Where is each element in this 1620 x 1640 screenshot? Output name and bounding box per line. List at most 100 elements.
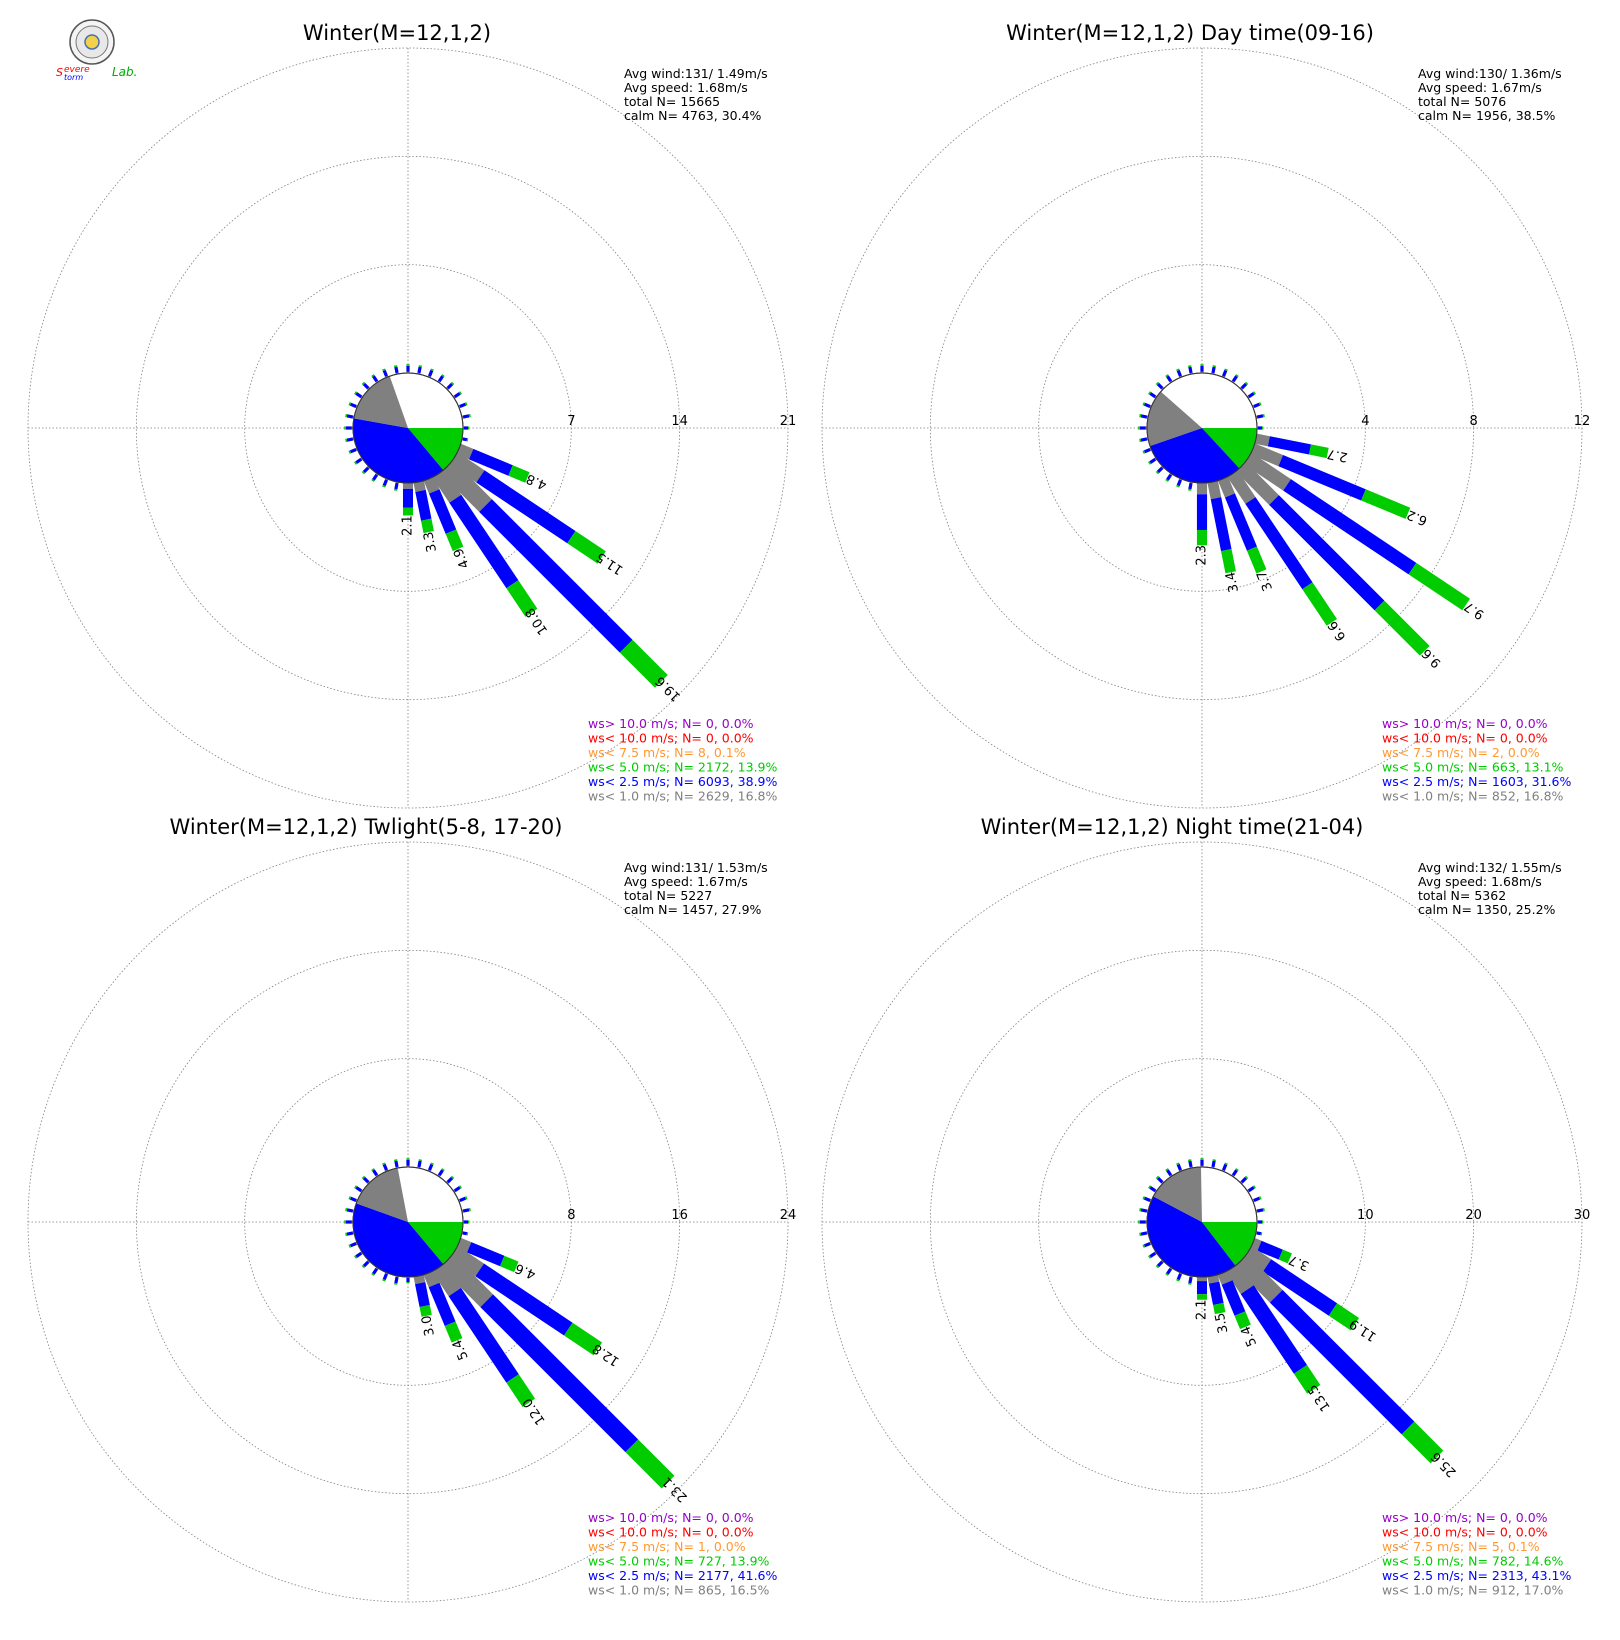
- legend-entry: ws< 5.0 m/s; N= 727, 13.9%: [588, 1554, 770, 1569]
- bar-segment: [468, 1220, 470, 1224]
- bar-segment: [1161, 1259, 1165, 1263]
- bar-segment: [348, 1196, 352, 1200]
- bar-segment: [362, 1260, 370, 1268]
- direction-bar-label: 6.2: [1405, 506, 1430, 528]
- bar-segment: [346, 437, 354, 442]
- bar-segment: [1187, 488, 1192, 491]
- bar-segment: [462, 1208, 470, 1213]
- bar-segment: [1236, 462, 1279, 505]
- bar-segment: [445, 1181, 449, 1185]
- minor-direction-bar: [1139, 1207, 1149, 1213]
- legend-entry: ws< 1.0 m/s; N= 852, 16.8%: [1382, 789, 1564, 804]
- pie-slice-ws-lt25: [1150, 428, 1240, 484]
- bar-segment: [1260, 1232, 1263, 1236]
- bar-segment: [1247, 392, 1255, 399]
- pie-slice-ws-lt5: [1202, 1222, 1257, 1266]
- bar-segment: [418, 1159, 423, 1162]
- bar-segment: [1247, 1186, 1255, 1193]
- minor-direction-bar: [1139, 437, 1149, 443]
- bar-segment: [1239, 387, 1243, 391]
- bar-segment: [1140, 437, 1148, 442]
- bar-segment: [372, 1267, 379, 1275]
- direction-bar: [1196, 483, 1208, 546]
- direction-bar-label: 3.4: [1223, 570, 1242, 593]
- minor-direction-bar: [1142, 402, 1152, 409]
- bar-segment: [1176, 479, 1182, 487]
- direction-bar: [449, 452, 606, 564]
- bar-segment: [1240, 1285, 1308, 1374]
- bar-segment: [372, 375, 379, 383]
- bar-segment: [362, 382, 370, 390]
- ring-label: 8: [567, 1208, 575, 1223]
- minor-direction-bar: [1187, 365, 1193, 375]
- direction-bar: [440, 1254, 675, 1489]
- ring-label: 24: [780, 1208, 797, 1223]
- minor-direction-bar: [345, 1207, 355, 1213]
- bar-segment: [428, 1282, 456, 1326]
- bar-segment: [393, 365, 398, 368]
- bar-segment: [619, 639, 668, 688]
- bar-segment: [1240, 1176, 1248, 1184]
- bar-segment: [1200, 365, 1204, 372]
- bar-segment: [449, 494, 519, 589]
- speed-legend: ws> 10.0 m/s; N= 0, 0.0%ws< 10.0 m/s; N=…: [588, 716, 778, 804]
- bar-segment: [1148, 391, 1152, 395]
- minor-direction-bar: [1142, 1241, 1152, 1248]
- bar-segment: [1217, 1270, 1233, 1285]
- minor-direction-bar: [1187, 1159, 1193, 1169]
- bar-segment: [1253, 402, 1261, 408]
- minor-direction-bar: [1176, 1272, 1183, 1282]
- speed-legend: ws> 10.0 m/s; N= 0, 0.0%ws< 10.0 m/s; N=…: [588, 1510, 778, 1598]
- minor-direction-bar: [1255, 413, 1265, 419]
- bar-segment: [1213, 1302, 1226, 1315]
- minor-direction-bar: [1138, 426, 1147, 430]
- ring-label: 21: [780, 414, 797, 429]
- logo-letter-s: S: [56, 66, 63, 79]
- bar-segment: [1166, 1169, 1173, 1177]
- minor-direction-bar: [382, 368, 389, 378]
- bar-segment: [437, 375, 444, 383]
- severe-storm-lab-logo: S evere torm Lab.: [56, 19, 137, 82]
- minor-direction-bar: [1139, 413, 1149, 419]
- bar-segment: [1224, 493, 1257, 551]
- bar-segment: [349, 1242, 357, 1248]
- bar-segment: [1161, 387, 1165, 391]
- direction-bar-label: 5.4: [450, 1337, 472, 1362]
- minor-direction-bar: [406, 364, 410, 373]
- bar-segment: [1243, 452, 1291, 491]
- bar-segment: [428, 369, 434, 377]
- bar-segment: [1155, 1175, 1160, 1180]
- bar-segment: [354, 1185, 358, 1189]
- minor-direction-bar: [1142, 1196, 1152, 1203]
- bar-segment: [367, 1259, 371, 1263]
- minor-direction-bar: [361, 1259, 371, 1269]
- bar-segment: [1256, 414, 1264, 419]
- legend-entry: ws< 10.0 m/s; N= 0, 0.0%: [588, 1525, 754, 1540]
- bar-segment: [417, 1160, 422, 1168]
- minor-direction-bar: [458, 402, 468, 409]
- bar-segment: [1165, 1168, 1169, 1172]
- bar-segment: [1208, 1281, 1224, 1306]
- minor-direction-bar: [361, 381, 371, 391]
- bar-segment: [1166, 473, 1173, 481]
- bar-segment: [372, 473, 379, 481]
- bar-segment: [367, 1181, 371, 1185]
- bar-segment: [1139, 426, 1146, 430]
- bar-segment: [1252, 1185, 1256, 1189]
- pie-slice-ws-lt5: [408, 428, 463, 471]
- bar-segment: [415, 489, 432, 521]
- bar-segment: [1239, 1181, 1243, 1185]
- direction-bars: 3.711.925.613.55.43.52.1: [1138, 1158, 1460, 1480]
- bar-segment: [345, 1220, 352, 1224]
- direction-bar-label: 3.5: [1213, 1311, 1232, 1334]
- legend-entry: ws< 1.0 m/s; N= 865, 16.5%: [588, 1583, 770, 1598]
- bar-segment: [382, 368, 386, 372]
- bar-segment: [354, 391, 358, 395]
- bar-segment: [344, 426, 346, 430]
- minor-direction-bar: [427, 1162, 434, 1172]
- bar-segment: [1211, 1160, 1216, 1168]
- bar-segment: [1149, 1251, 1157, 1258]
- minor-direction-bar: [382, 1272, 389, 1282]
- bar-segment: [1139, 1207, 1142, 1212]
- legend-entry: ws< 2.5 m/s; N= 6093, 38.9%: [588, 774, 778, 789]
